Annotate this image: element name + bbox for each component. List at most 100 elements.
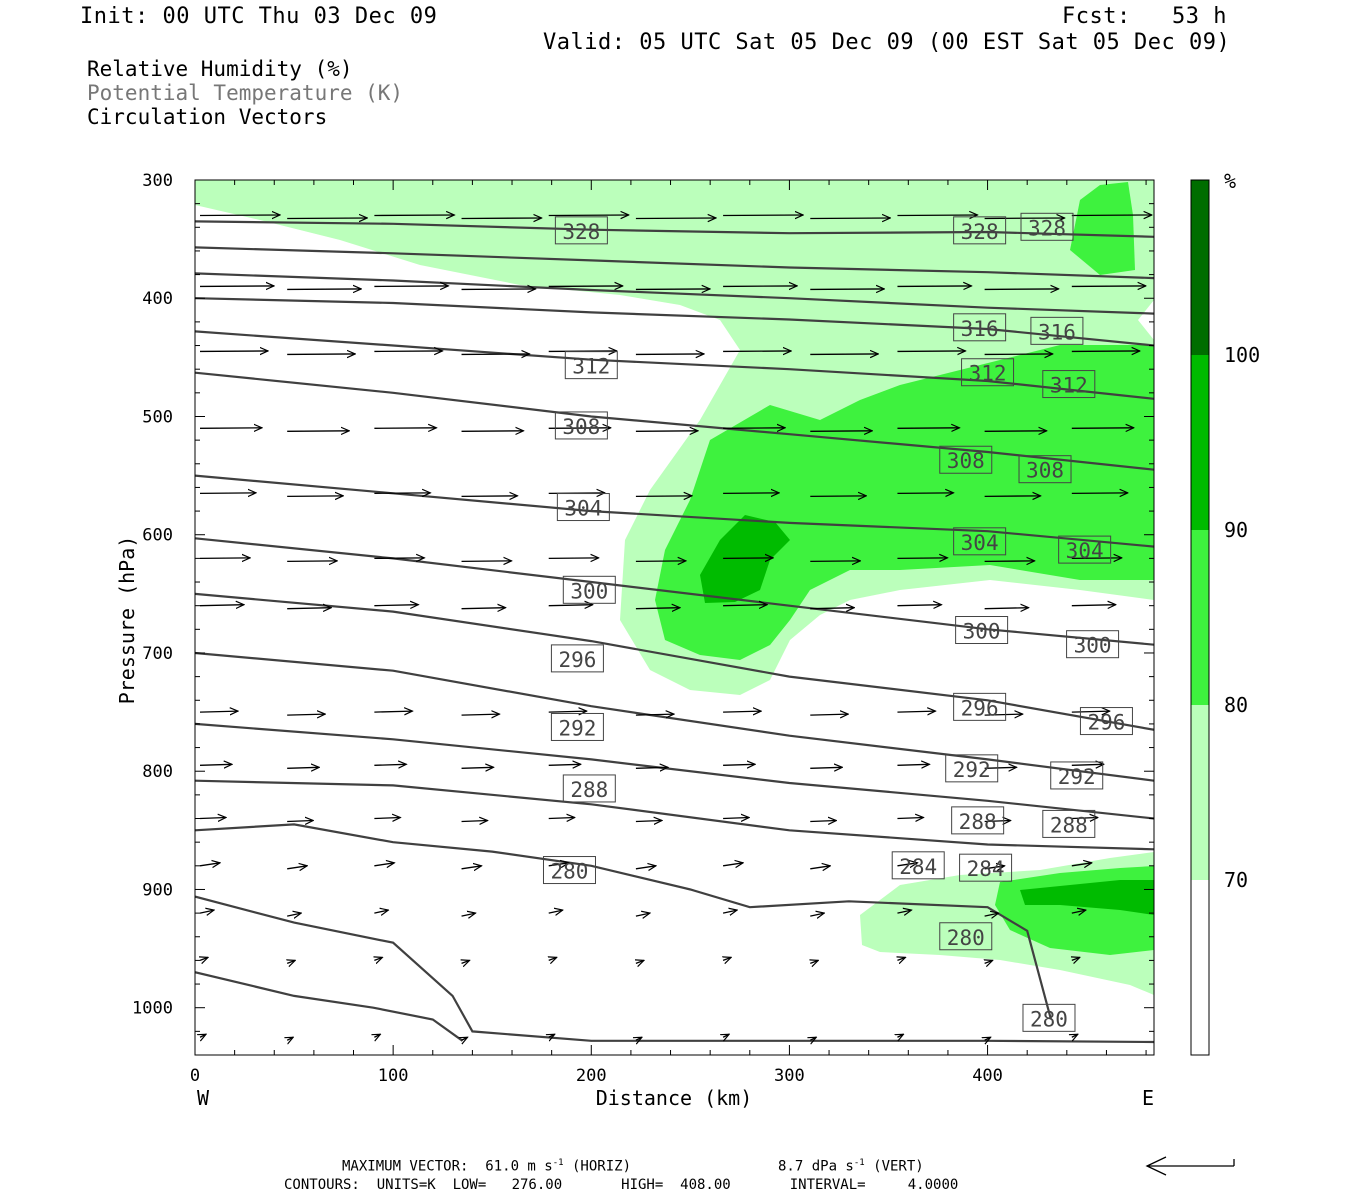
circulation-vector (1071, 351, 1140, 352)
x-tick-label: 200 (576, 1066, 607, 1086)
svg-text:296: 296 (961, 696, 999, 720)
circulation-vector (723, 764, 755, 765)
colorbar-bin-70 (1191, 705, 1209, 880)
circulation-vector (723, 957, 731, 960)
colorbar-bin-below (1191, 880, 1209, 1055)
contour-label-300: 300 (1066, 630, 1120, 659)
circulation-vector (635, 608, 680, 609)
svg-text:292: 292 (1058, 765, 1096, 789)
circulation-vector (374, 863, 394, 866)
circulation-vector (984, 767, 1017, 768)
contour-label-288: 288 (951, 806, 1005, 835)
contour-label-292: 292 (945, 754, 999, 783)
contour-label-300: 300 (562, 575, 616, 604)
svg-text:296: 296 (1087, 711, 1125, 735)
circulation-vector (635, 866, 656, 869)
circulation-vector (723, 493, 779, 494)
colorbar-label-100: 100 (1224, 343, 1260, 367)
circulation-vector (1071, 605, 1116, 606)
svg-text:300: 300 (963, 620, 1001, 644)
circulation-vector (810, 821, 836, 822)
forecast-hour: Fcst: 53 h (1062, 4, 1227, 29)
svg-text:292: 292 (558, 716, 596, 740)
circulation-vector (1071, 818, 1098, 819)
svg-text:292: 292 (953, 758, 991, 782)
theta-contour-292 (195, 651, 1154, 782)
circulation-vector (287, 1037, 293, 1040)
circulation-vector (199, 493, 256, 494)
svg-text:288: 288 (959, 810, 997, 834)
theta-contour-328 (195, 220, 1154, 238)
circulation-vector (985, 1037, 991, 1040)
circulation-vector (810, 1037, 816, 1040)
svg-text:284: 284 (967, 857, 1005, 881)
circulation-vector (199, 910, 214, 913)
circulation-vector (810, 913, 824, 916)
circulation-vector (462, 960, 470, 963)
circulation-vector (199, 863, 220, 866)
contour-label-292: 292 (1050, 761, 1104, 790)
circulation-vector (723, 428, 785, 429)
legend-potential-temperature: Potential Temperature (K) (87, 81, 404, 105)
circulation-vector (199, 818, 226, 819)
circulation-vector (635, 913, 650, 916)
colorbar-unit: % (1224, 169, 1236, 193)
circulation-vector (723, 351, 791, 352)
svg-text:296: 296 (558, 648, 596, 672)
circulation-vector (374, 764, 406, 765)
circulation-vector (199, 351, 268, 352)
colorbar: % 100 90 80 70 (1190, 169, 1260, 1056)
circulation-vector (897, 493, 953, 494)
circulation-vector (199, 428, 262, 429)
y-tick-label: 700 (142, 644, 173, 664)
circulation-vector (1071, 558, 1122, 559)
circulation-vector (810, 289, 884, 290)
contour-label-328: 328 (554, 216, 608, 245)
contour-label-288: 288 (1042, 809, 1096, 838)
contour-label-328: 328 (953, 216, 1007, 245)
theta-contour-316 (195, 297, 1154, 347)
circulation-vector (1072, 1034, 1078, 1037)
legend-relative-humidity: Relative Humidity (%) (87, 57, 353, 81)
circulation-vector (810, 960, 818, 963)
x-axis-ticks: 0 100 200 300 400 (190, 180, 1003, 1086)
circulation-vector (897, 1034, 903, 1037)
y-tick-label: 300 (142, 171, 173, 191)
circulation-vector (810, 496, 866, 497)
svg-text:308: 308 (562, 415, 600, 439)
contour-label-288: 288 (562, 774, 616, 803)
circulation-vector (635, 821, 662, 822)
valid-time: Valid: 05 UTC Sat 05 Dec 09 (00 EST Sat … (543, 30, 1231, 55)
y-tick-label: 900 (142, 880, 173, 900)
circulation-vector (199, 558, 250, 559)
x-tick-label: 300 (774, 1066, 805, 1086)
x-axis-west-label: W (197, 1086, 210, 1110)
circulation-vector (374, 215, 454, 216)
circulation-vector (1071, 428, 1134, 429)
circulation-vector (897, 286, 971, 287)
x-axis-minor-ticks (234, 180, 1147, 1055)
circulation-vector (461, 714, 500, 715)
circulation-vector (461, 866, 482, 869)
circulation-vector (810, 714, 848, 715)
circulation-vector (287, 354, 355, 355)
svg-text:328: 328 (1028, 216, 1066, 240)
svg-text:288: 288 (1050, 813, 1088, 837)
circulation-vector (723, 605, 767, 606)
contour-label-280: 280 (542, 856, 596, 885)
legend-circulation-vectors: Circulation Vectors (87, 105, 328, 129)
circulation-vector (635, 561, 686, 562)
y-tick-label: 1000 (132, 999, 173, 1019)
circulation-vector (984, 354, 1053, 355)
svg-text:316: 316 (1038, 320, 1076, 344)
contour-label-280: 280 (1022, 1003, 1076, 1032)
colorbar-label-70: 70 (1224, 868, 1248, 892)
circulation-vector (374, 558, 424, 559)
footer-max-vector: MAXIMUM VECTOR: 61.0 m s-1 (HORIZ) (342, 1158, 632, 1175)
svg-text:312: 312 (1050, 374, 1088, 398)
circulation-vector (984, 608, 1029, 609)
footer-max-vector-vert: 8.7 dPa s-1 (VERT) (778, 1158, 924, 1175)
circulation-vector (548, 711, 587, 712)
circulation-vector (636, 1037, 642, 1040)
theta-contour-284 (195, 779, 1154, 851)
